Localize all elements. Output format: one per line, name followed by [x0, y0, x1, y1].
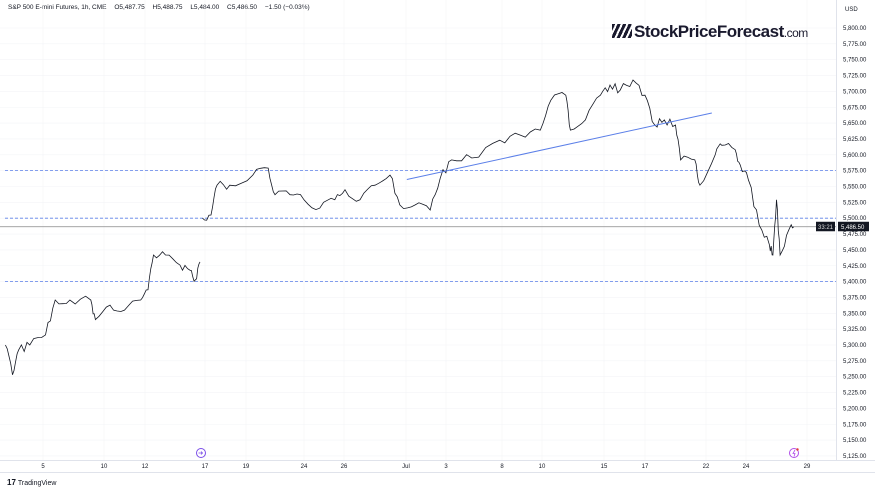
stockpriceforecast-logo: StockPriceForecast.com — [612, 22, 808, 42]
x-tick-label: 15 — [601, 464, 608, 470]
y-tick-label: 5,125.00 — [843, 454, 867, 460]
x-tick-label: 17 — [202, 464, 209, 470]
y-tick-label: 5,500.00 — [843, 216, 867, 222]
y-axis: 5,125.00 5,150.00 5,175.00 5,200.00 5,225.00… — [843, 26, 867, 460]
y-tick-label: 5,325.00 — [843, 327, 867, 333]
y-tick-label: 5,175.00 — [843, 422, 867, 428]
x-tick-label: 10 — [539, 464, 546, 470]
grid — [0, 0, 836, 460]
trendline[interactable] — [406, 112, 712, 181]
last-price-value: 5,486.50 — [841, 225, 865, 231]
y-tick-label: 5,300.00 — [843, 343, 867, 349]
x-tick-label: 10 — [101, 464, 108, 470]
x-tick-label: Jul — [402, 464, 410, 470]
y-tick-label: 5,700.00 — [843, 89, 867, 95]
x-tick-label: 12 — [142, 464, 149, 470]
y-tick-label: 5,625.00 — [843, 137, 867, 143]
open-value: O5,487.75 — [114, 4, 145, 11]
countdown-value: 33:21 — [818, 225, 834, 231]
y-tick-label: 5,350.00 — [843, 311, 867, 317]
y-tick-label: 5,725.00 — [843, 74, 867, 80]
split-arrow-circle-icon[interactable] — [196, 448, 206, 458]
high-value: H5,488.75 — [152, 4, 183, 11]
x-tick-label: 17 — [642, 464, 649, 470]
tradingview-logo[interactable]: 17 TradingView — [7, 478, 57, 487]
y-tick-label: 5,800.00 — [843, 26, 867, 32]
y-tick-label: 5,225.00 — [843, 391, 867, 397]
x-tick-label: 24 — [301, 464, 308, 470]
x-tick-label: 24 — [743, 464, 750, 470]
x-tick-label: 22 — [703, 464, 710, 470]
y-tick-label: 5,750.00 — [843, 58, 867, 64]
y-tick-label: 5,375.00 — [843, 295, 867, 301]
y-tick-label: 5,400.00 — [843, 280, 867, 286]
y-tick-label: 5,150.00 — [843, 438, 867, 444]
price-line — [5, 251, 201, 375]
last-price-label: 5,486.50 33:21 — [816, 221, 869, 232]
y-tick-label: 5,250.00 — [843, 375, 867, 381]
price-series — [5, 79, 795, 375]
y-tick-label: 5,650.00 — [843, 121, 867, 127]
change-value: −1.50 (−0.03%) — [264, 4, 310, 11]
y-tick-label: 5,275.00 — [843, 359, 867, 365]
y-tick-label: 5,575.00 — [843, 169, 867, 175]
y-tick-label: 5,600.00 — [843, 153, 867, 159]
x-tick-label: 5 — [41, 464, 45, 470]
x-tick-label: 3 — [444, 464, 448, 470]
y-tick-label: 5,475.00 — [843, 232, 867, 238]
x-tick-label: 19 — [243, 464, 250, 470]
x-tick-label: 29 — [804, 464, 811, 470]
y-tick-label: 5,675.00 — [843, 105, 867, 111]
horizontal-levels — [5, 170, 836, 283]
y-tick-label: 5,450.00 — [843, 248, 867, 254]
x-tick-label: 8 — [500, 464, 504, 470]
price-line — [202, 79, 795, 257]
x-tick-label: 26 — [341, 464, 348, 470]
x-axis: 5 10 12 17 19 24 26 Jul 3 8 10 15 17 22 24 29 — [41, 464, 811, 470]
y-tick-label: 5,550.00 — [843, 185, 867, 191]
symbol-label: S&P 500 E-mini Futures, 1h, CME — [8, 4, 107, 11]
lightning-circle-icon[interactable] — [789, 448, 799, 458]
close-value: C5,486.50 — [227, 4, 258, 11]
currency-label: USD — [845, 7, 858, 13]
y-tick-label: 5,200.00 — [843, 406, 867, 412]
y-tick-label: 5,775.00 — [843, 42, 867, 48]
y-tick-label: 5,425.00 — [843, 264, 867, 270]
y-tick-label: 5,525.00 — [843, 200, 867, 206]
